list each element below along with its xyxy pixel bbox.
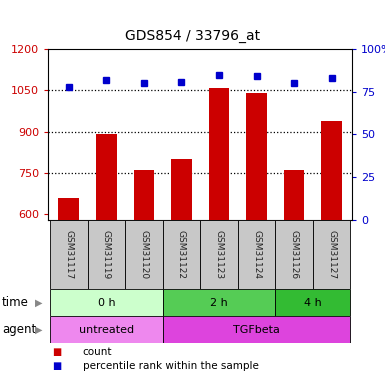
Text: ■: ■ [52,347,61,357]
Text: untreated: untreated [79,325,134,334]
Text: 2 h: 2 h [210,298,228,307]
Text: GDS854 / 33796_at: GDS854 / 33796_at [125,29,260,43]
Bar [246,93,267,220]
Text: GSM31120: GSM31120 [139,230,148,279]
Text: GSM31119: GSM31119 [102,230,111,279]
Bar [284,170,305,220]
Text: GSM31123: GSM31123 [214,230,223,279]
Bar [275,220,313,289]
Bar [134,170,154,220]
Bar [125,220,162,289]
Text: time: time [2,296,29,309]
Bar [50,220,87,289]
Text: ■: ■ [52,361,61,371]
Text: GSM31117: GSM31117 [64,230,73,279]
Text: percentile rank within the sample: percentile rank within the sample [83,361,259,371]
Text: agent: agent [2,323,36,336]
Bar [50,316,162,343]
Text: count: count [83,347,112,357]
Bar [162,289,275,316]
Bar [200,220,238,289]
Bar [238,220,275,289]
Text: GSM31124: GSM31124 [252,230,261,279]
Text: 0 h: 0 h [97,298,115,307]
Bar [313,220,350,289]
Bar [209,88,229,220]
Bar [59,198,79,220]
Bar [96,134,117,220]
Bar [87,220,125,289]
Bar [171,159,192,220]
Bar [162,316,350,343]
Text: 4 h: 4 h [304,298,322,307]
Bar [275,289,350,316]
Text: TGFbeta: TGFbeta [233,325,280,334]
Text: ▶: ▶ [35,298,42,307]
Text: GSM31127: GSM31127 [327,230,336,279]
Text: GSM31122: GSM31122 [177,230,186,279]
Text: ▶: ▶ [35,325,42,334]
Bar [50,289,162,316]
Text: GSM31126: GSM31126 [290,230,299,279]
Bar [321,121,342,220]
Bar [162,220,200,289]
